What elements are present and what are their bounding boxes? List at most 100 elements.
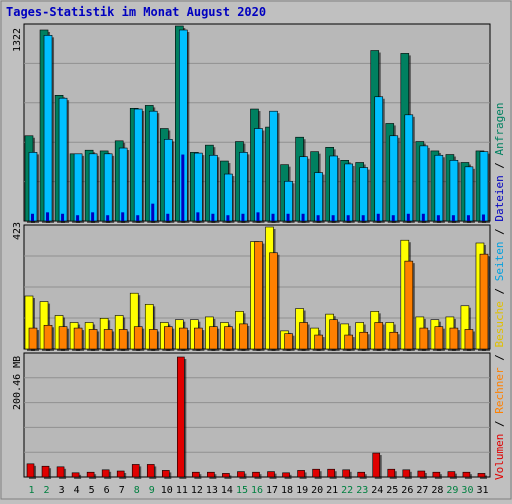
- x-tick-label: 18: [281, 485, 293, 496]
- bar-seiten: [163, 139, 173, 222]
- bar-dateien: [166, 213, 170, 221]
- x-tick-label: 20: [311, 485, 323, 496]
- x-tick-label: 1: [29, 485, 35, 496]
- bar-rechner: [133, 326, 143, 350]
- bar-seiten: [359, 167, 369, 222]
- bar-dateien: [181, 154, 185, 221]
- bar-dateien: [436, 215, 440, 221]
- bar-seiten: [254, 128, 263, 222]
- bar-rechner: [344, 334, 353, 350]
- plot-panel: [23, 352, 491, 478]
- bar-dateien: [466, 215, 470, 221]
- bar-rechner: [269, 252, 278, 350]
- bar-rechner: [43, 324, 53, 350]
- bar-dateien: [406, 213, 410, 221]
- bar-volumen: [26, 463, 35, 478]
- bar-seiten: [344, 163, 353, 222]
- bar-rechner: [299, 322, 308, 350]
- bar-dateien: [151, 203, 155, 221]
- bar-seiten: [314, 172, 323, 222]
- bar-dateien: [391, 215, 395, 221]
- bar-dateien: [91, 212, 95, 221]
- x-tick-label: 17: [266, 485, 278, 496]
- bar-volumen: [342, 469, 350, 478]
- bar-volumen: [207, 471, 215, 478]
- x-tick-label: 28: [431, 485, 443, 496]
- bar-rechner: [179, 327, 188, 350]
- bar-rechner: [254, 241, 263, 350]
- bar-volumen: [432, 471, 441, 478]
- bar-seiten: [88, 153, 98, 222]
- bar-dateien: [61, 213, 65, 221]
- bar-volumen: [402, 469, 411, 478]
- x-tick-label: 5: [89, 485, 95, 496]
- bar-dateien: [301, 213, 305, 221]
- bar-volumen: [177, 356, 185, 478]
- bar-rechner: [284, 333, 293, 350]
- bar-dateien: [286, 213, 290, 221]
- bar-dateien: [451, 215, 455, 221]
- bar-dateien: [316, 215, 320, 221]
- bar-volumen: [86, 471, 95, 478]
- bar-rechner: [28, 327, 38, 350]
- bar-volumen: [462, 471, 471, 478]
- bar-seiten: [118, 147, 128, 222]
- bar-rechner: [404, 260, 414, 350]
- bar-seiten: [103, 153, 113, 222]
- bar-dateien: [241, 213, 245, 221]
- bar-rechner: [148, 329, 158, 350]
- bar-dateien: [421, 213, 425, 221]
- bar-rechner: [58, 326, 68, 350]
- x-tick-label: 16: [251, 485, 263, 496]
- bar-volumen: [237, 471, 245, 478]
- bar-rechner: [374, 322, 384, 350]
- bar-seiten: [209, 154, 218, 222]
- bar-rechner: [194, 327, 203, 350]
- bar-rechner: [389, 331, 399, 350]
- legend-besuche: Besuche: [493, 301, 506, 347]
- x-tick-label: 19: [296, 485, 308, 496]
- bar-dateien: [226, 215, 230, 221]
- bar-rechner: [209, 326, 218, 350]
- bar-dateien: [46, 212, 50, 221]
- bar-volumen: [161, 470, 170, 478]
- x-tick-label: 15: [236, 485, 248, 496]
- bar-volumen: [56, 466, 65, 478]
- bars-layer: [24, 25, 490, 479]
- bar-seiten: [73, 153, 83, 222]
- legend-separator: /: [493, 222, 506, 242]
- bar-volumen: [71, 472, 80, 478]
- bar-dateien: [106, 215, 110, 221]
- bar-rechner: [314, 334, 323, 350]
- bar-dateien: [361, 215, 365, 221]
- legend-separator: /: [493, 281, 506, 301]
- bar-dateien: [211, 213, 215, 221]
- bar-seiten: [419, 145, 429, 222]
- bar-rechner: [449, 327, 459, 350]
- bar-dateien: [481, 214, 485, 221]
- bar-seiten: [194, 152, 203, 222]
- bar-dateien: [346, 215, 350, 221]
- bar-seiten: [28, 152, 38, 222]
- x-tick-label: 13: [206, 485, 218, 496]
- x-tick-label: 10: [161, 485, 173, 496]
- x-tick-label: 11: [176, 485, 188, 496]
- x-tick-label: 21: [326, 485, 338, 496]
- x-tick-label: 8: [134, 485, 140, 496]
- bar-rechner: [359, 331, 369, 350]
- bar-dateien: [121, 212, 125, 221]
- bar-seiten: [269, 110, 278, 222]
- bar-volumen: [41, 465, 50, 478]
- chart-title: Tages-Statistik im Monat August 2020: [6, 5, 266, 19]
- bar-seiten: [389, 135, 399, 222]
- legend-rechner: Rechner: [493, 367, 506, 414]
- x-tick-label: 12: [191, 485, 203, 496]
- x-tick-label: 2: [44, 485, 50, 496]
- legend-seiten: Seiten: [493, 242, 506, 282]
- bar-rechner: [163, 326, 173, 350]
- legend-volumen: Volumen: [493, 434, 506, 480]
- x-tick-label: 26: [401, 485, 413, 496]
